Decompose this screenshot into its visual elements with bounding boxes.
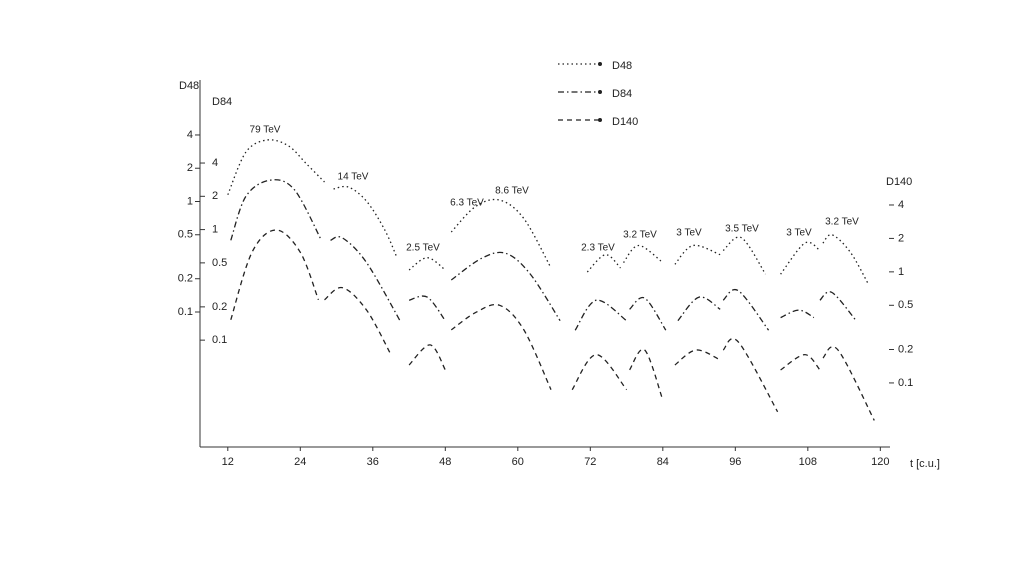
legend-marker	[598, 90, 602, 94]
y-tick-label: 0.1	[178, 306, 193, 318]
x-tick-label: 48	[439, 456, 451, 468]
legend-marker	[598, 118, 602, 122]
legend-label: D48	[612, 60, 632, 72]
annotation: 3.2 TeV	[623, 230, 657, 241]
annotation: 3.2 TeV	[825, 217, 859, 228]
y3-tick-label: 2	[212, 190, 218, 202]
x-tick-label: 36	[367, 456, 379, 468]
legend-label: D84	[612, 88, 632, 100]
y3-tick-label: 1	[212, 223, 218, 235]
annotation: 8.6 TeV	[495, 186, 529, 197]
y-tick-label: 4	[187, 129, 193, 141]
y3-tick-label: 0.1	[212, 334, 227, 346]
series-line	[227, 139, 869, 285]
annotation: 2.3 TeV	[581, 243, 615, 254]
x-tick-label: 12	[222, 456, 234, 468]
series-line	[230, 229, 875, 421]
x-tick-label: 72	[584, 456, 596, 468]
y3-axis-label: D84	[212, 96, 232, 108]
x-tick-label: 108	[799, 456, 817, 468]
series-line	[230, 179, 857, 331]
y-tick-label: 2	[187, 162, 193, 174]
y3-tick-label: 4	[212, 157, 218, 169]
x-tick-label: 60	[512, 456, 524, 468]
x-tick-label: 120	[871, 456, 889, 468]
annotation: 3 TeV	[676, 228, 702, 239]
annotation: 79 TeV	[250, 125, 281, 136]
x-tick-label: 84	[657, 456, 669, 468]
y3-tick-label: 0.2	[212, 301, 227, 313]
annotation: 6.3 TeV	[450, 198, 484, 209]
y2-tick-label: 0.5	[898, 299, 913, 311]
x-tick-label: 96	[729, 456, 741, 468]
y2-tick-label: 4	[898, 199, 904, 211]
y-tick-label: 0.2	[178, 273, 193, 285]
annotation: 3 TeV	[786, 228, 812, 239]
annotation: 2.5 TeV	[406, 243, 440, 254]
y2-tick-label: 0.2	[898, 343, 913, 355]
annotation: 14 TeV	[338, 172, 369, 183]
annotation: 3.5 TeV	[725, 224, 759, 235]
y2-tick-label: 0.1	[898, 377, 913, 389]
legend-marker	[598, 62, 602, 66]
y2-tick-label: 2	[898, 232, 904, 244]
x-tick-label: 24	[294, 456, 306, 468]
y2-tick-label: 1	[898, 266, 904, 278]
y2-axis-label: D140	[886, 176, 912, 188]
y-tick-label: 1	[187, 195, 193, 207]
y3-tick-label: 0.5	[212, 257, 227, 269]
legend-label: D140	[612, 116, 638, 128]
y-tick-label: 0.5	[178, 229, 193, 241]
y-axis-label: D48	[179, 80, 199, 92]
x-axis-label: t [c.u.]	[910, 458, 940, 470]
